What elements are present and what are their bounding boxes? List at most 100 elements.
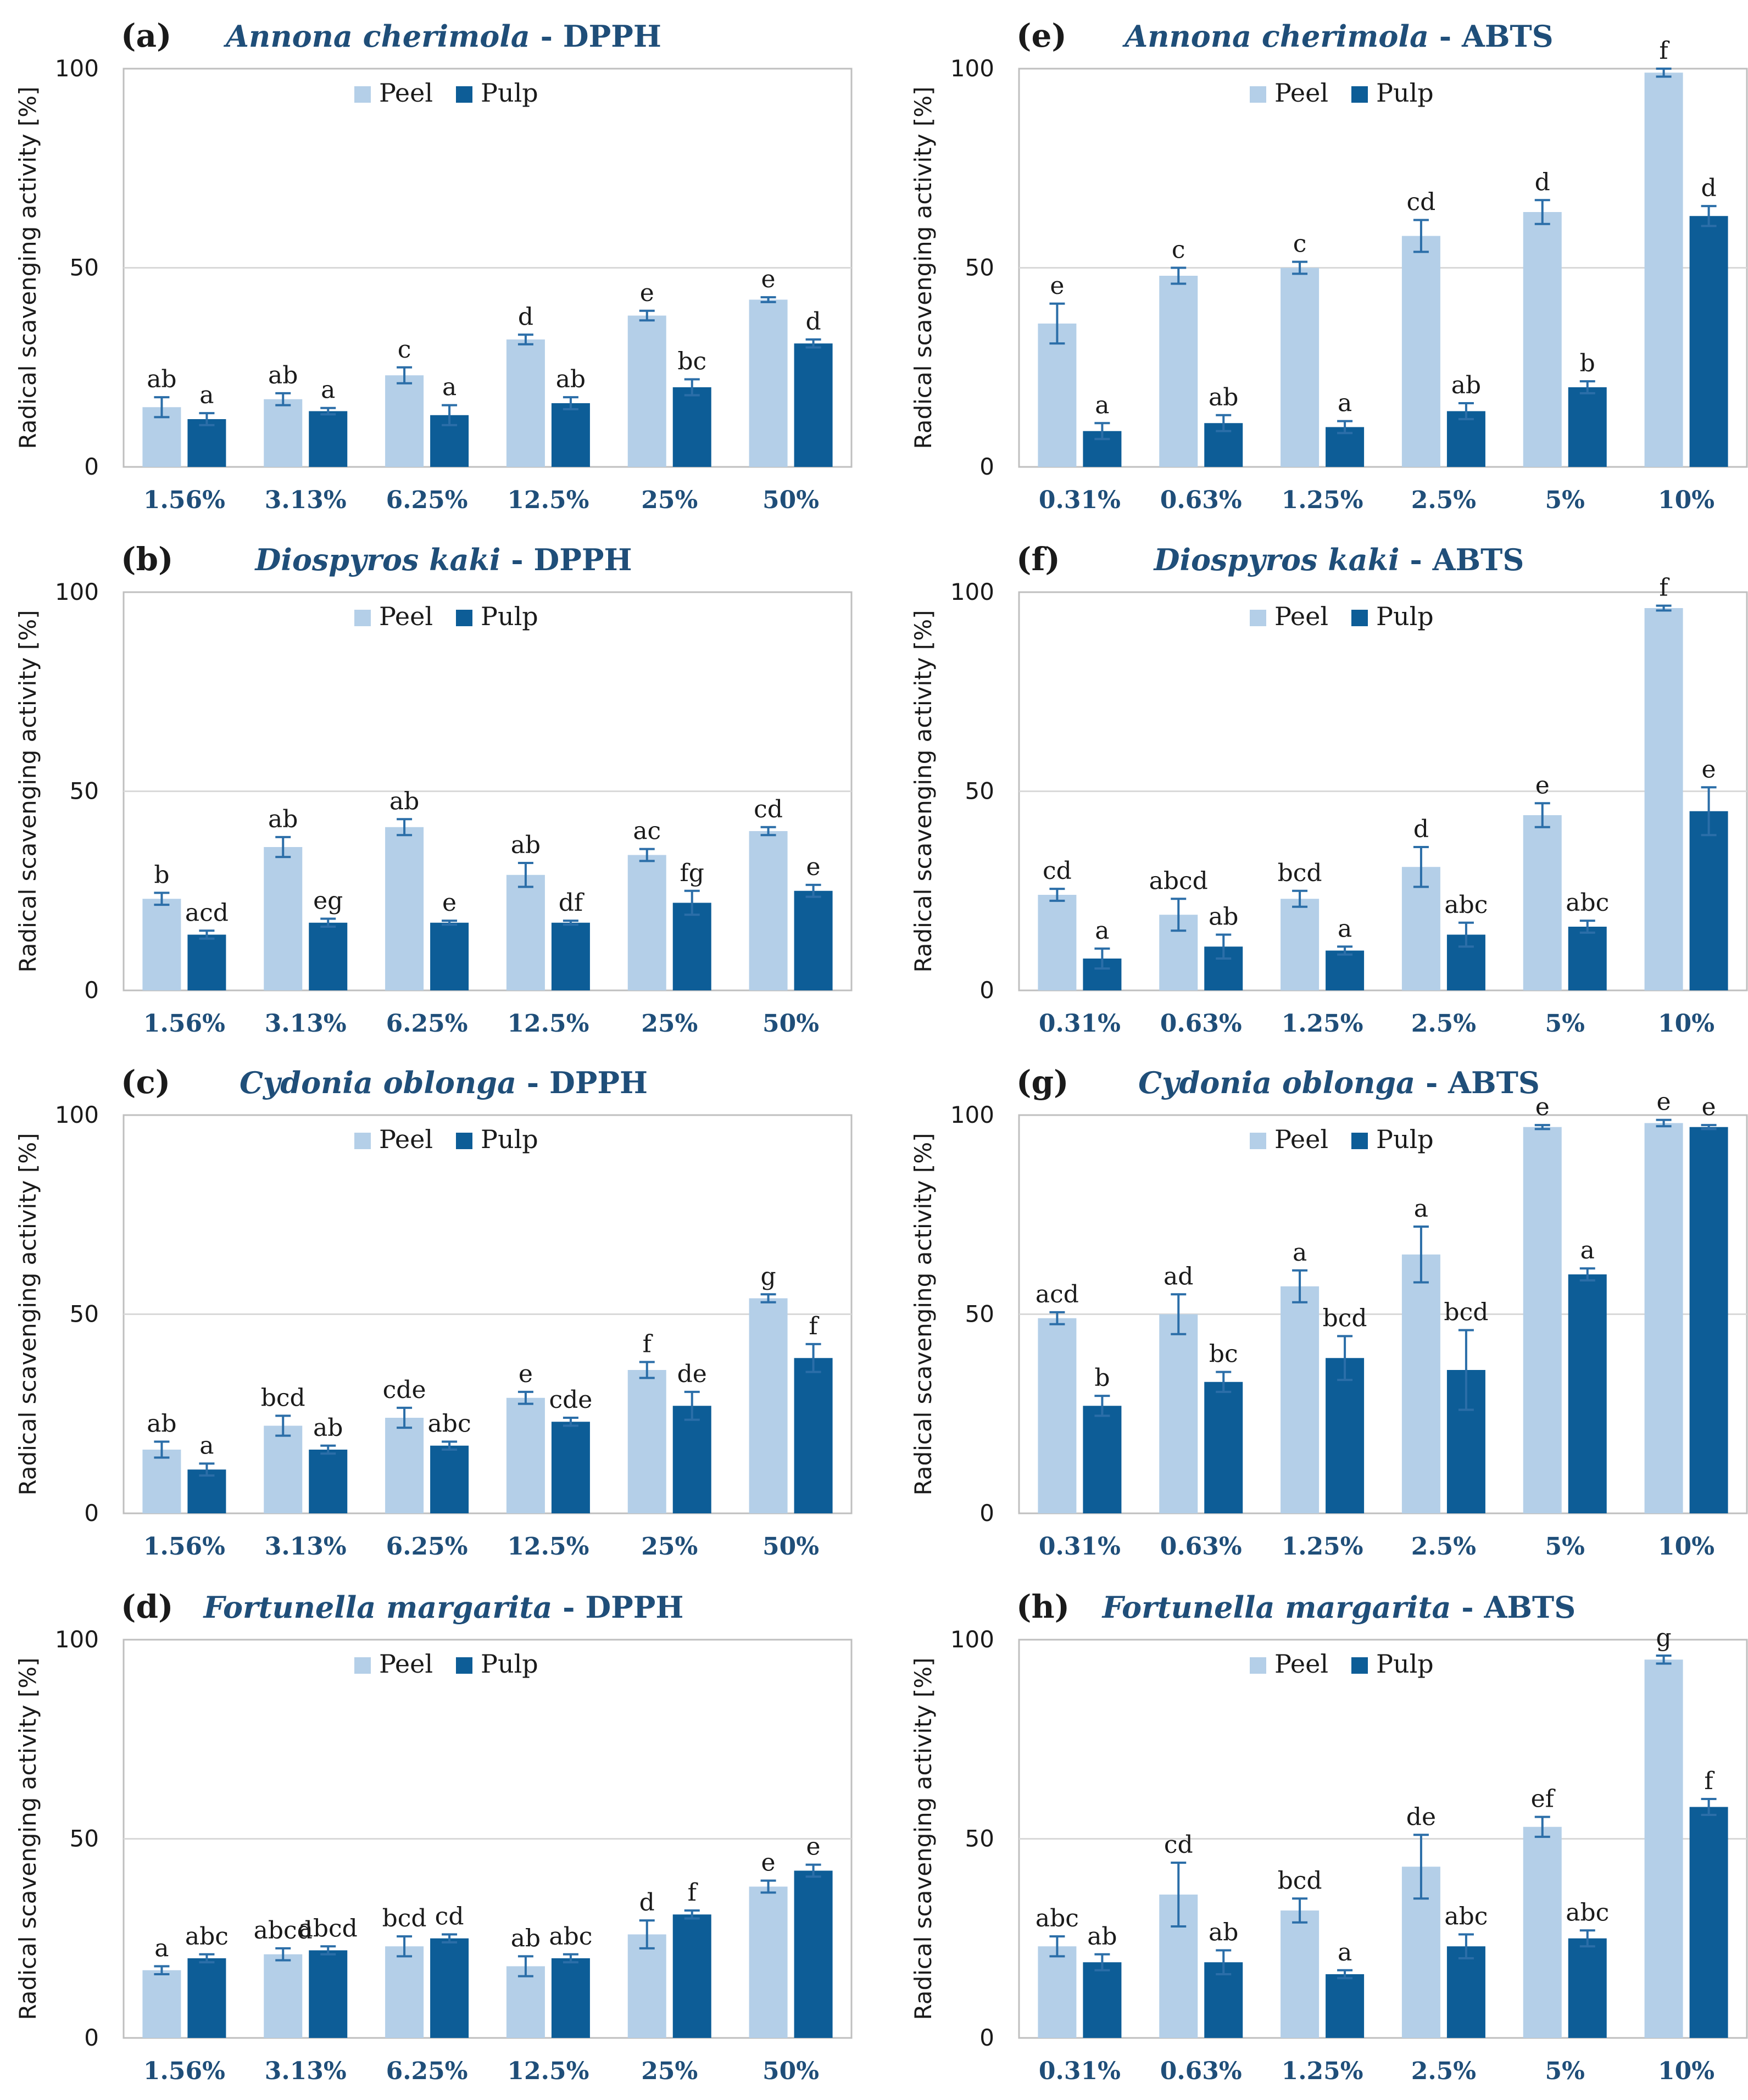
bar-peel-1.56% (142, 899, 181, 990)
y-axis-label: Radical scavenging activity [%] (14, 610, 41, 972)
significance-label: d (805, 308, 821, 336)
chart-panel-e: 0 50 100 Radical scavenging activity [%] (e)… (910, 17, 1748, 514)
significance-label: bcd (1444, 1299, 1488, 1327)
legend-label-peel: Peel (1274, 1649, 1328, 1679)
significance-label: a (1095, 391, 1109, 419)
chart-title-assay: - DPPH (516, 1065, 648, 1100)
bar-pulp-3.13% (309, 411, 348, 467)
bar-peel-25% (627, 315, 666, 467)
bar-peel-3.13% (264, 1425, 303, 1513)
bar-pulp-5% (1568, 387, 1607, 467)
x-tick-label: 1.25% (1282, 1010, 1363, 1038)
significance-label: e (761, 1849, 776, 1877)
significance-label: abc (1444, 891, 1488, 919)
significance-label: e (1702, 1093, 1716, 1121)
x-tick-label: 1.56% (143, 486, 225, 514)
x-tick-label: 0.63% (1160, 486, 1242, 514)
bar-peel-6.25% (385, 1418, 424, 1513)
legend-label-peel: Peel (379, 1124, 433, 1154)
bar-pulp-50% (794, 343, 833, 467)
y-tick-label: 0 (84, 2024, 99, 2051)
chart-title-species: Diospyros kaki (254, 542, 501, 577)
significance-label: abcd (1149, 867, 1208, 895)
x-tick-label: 0.63% (1160, 1533, 1242, 1561)
significance-label: d (1701, 174, 1716, 202)
y-axis-label: Radical scavenging activity [%] (14, 1657, 41, 2020)
bar-pulp-1.25% (1326, 1358, 1365, 1513)
chart-title: Diospyros kaki - ABTS (1153, 542, 1524, 577)
bar-pulp-0.31% (1083, 1406, 1122, 1513)
y-tick-label: 0 (979, 2024, 994, 2051)
chart-title-species: Diospyros kaki (1153, 542, 1400, 577)
significance-label: abc (1566, 1898, 1609, 1926)
bar-pulp-50% (794, 1358, 833, 1513)
legend-label-pulp: Pulp (481, 1649, 538, 1679)
legend-label-pulp: Pulp (481, 601, 538, 631)
legend-swatch-peel (1250, 86, 1266, 103)
bar-peel-1.25% (1281, 899, 1320, 990)
significance-label: ad (1164, 1262, 1193, 1290)
bar-pulp-5% (1568, 1274, 1607, 1513)
y-axis-label: Radical scavenging activity [%] (910, 1133, 937, 1495)
x-tick-label: 50% (762, 1533, 819, 1561)
significance-label: e (1050, 272, 1064, 300)
y-tick-label: 0 (84, 977, 99, 1004)
x-tick-label: 2.5% (1411, 486, 1476, 514)
significance-label: ab (556, 365, 586, 393)
significance-label: df (559, 889, 584, 917)
legend-label-pulp: Pulp (1376, 1124, 1434, 1154)
significance-label: e (442, 889, 457, 917)
chart-panel-g: 0 50 100 Radical scavenging activity [%] (g)… (910, 1063, 1748, 1561)
significance-label: de (1406, 1803, 1436, 1831)
significance-label: a (154, 1935, 169, 1963)
significance-label: de (677, 1360, 707, 1388)
y-tick-label: 50 (70, 1301, 99, 1328)
x-tick-label: 10% (1658, 1010, 1714, 1038)
bar-pulp-0.63% (1204, 1382, 1243, 1513)
legend-swatch-pulp (1351, 1657, 1368, 1674)
significance-label: bcd (382, 1904, 427, 1932)
significance-label: ac (633, 817, 661, 845)
significance-label: g (1656, 1624, 1671, 1652)
bar-pulp-25% (672, 1406, 711, 1513)
y-tick-label: 0 (979, 453, 994, 480)
legend-swatch-peel (354, 1133, 371, 1149)
legend-label-pulp: Pulp (1376, 1649, 1434, 1679)
significance-label: c (1172, 236, 1185, 264)
x-tick-label: 3.13% (265, 1533, 347, 1561)
legend-label-pulp: Pulp (481, 78, 538, 108)
bar-pulp-5% (1568, 1938, 1607, 2038)
legend-label-peel: Peel (1274, 78, 1328, 108)
significance-label: abc (1566, 889, 1609, 917)
panel-letter: (b) (121, 541, 173, 578)
significance-label: bcd (1278, 1867, 1322, 1895)
bar-peel-5% (1523, 1127, 1562, 1513)
bar-pulp-1.25% (1326, 1974, 1365, 2038)
chart-title-species: Fortunella margarita (203, 1590, 553, 1625)
significance-label: ab (1209, 383, 1238, 411)
chart-title-species: Cydonia oblonga (240, 1065, 516, 1100)
bar-peel-0.31% (1038, 1946, 1077, 2038)
bar-pulp-3.13% (309, 922, 348, 990)
x-tick-label: 0.31% (1039, 2057, 1121, 2085)
bar-peel-10% (1644, 1123, 1683, 1513)
bar-pulp-10% (1689, 1127, 1728, 1513)
x-tick-label: 12.5% (507, 2057, 589, 2085)
x-tick-label: 50% (762, 2057, 819, 2085)
x-tick-label: 6.25% (386, 1010, 468, 1038)
bar-pulp-3.13% (309, 1950, 348, 2038)
bar-peel-0.31% (1038, 1318, 1077, 1513)
bar-peel-50% (749, 831, 788, 990)
legend-swatch-peel (354, 86, 371, 103)
bar-pulp-6.25% (430, 922, 469, 990)
chart-title: Diospyros kaki - DPPH (254, 542, 632, 577)
legend-swatch-pulp (1351, 610, 1368, 626)
x-tick-label: 50% (762, 486, 819, 514)
x-tick-label: 3.13% (265, 2057, 347, 2085)
legend-swatch-pulp (456, 86, 472, 103)
x-tick-label: 2.5% (1411, 1533, 1476, 1561)
chart-title-assay: - DPPH (530, 19, 661, 54)
significance-label: e (761, 265, 776, 293)
legend-swatch-pulp (1351, 1133, 1368, 1149)
significance-label: d (639, 1889, 655, 1917)
